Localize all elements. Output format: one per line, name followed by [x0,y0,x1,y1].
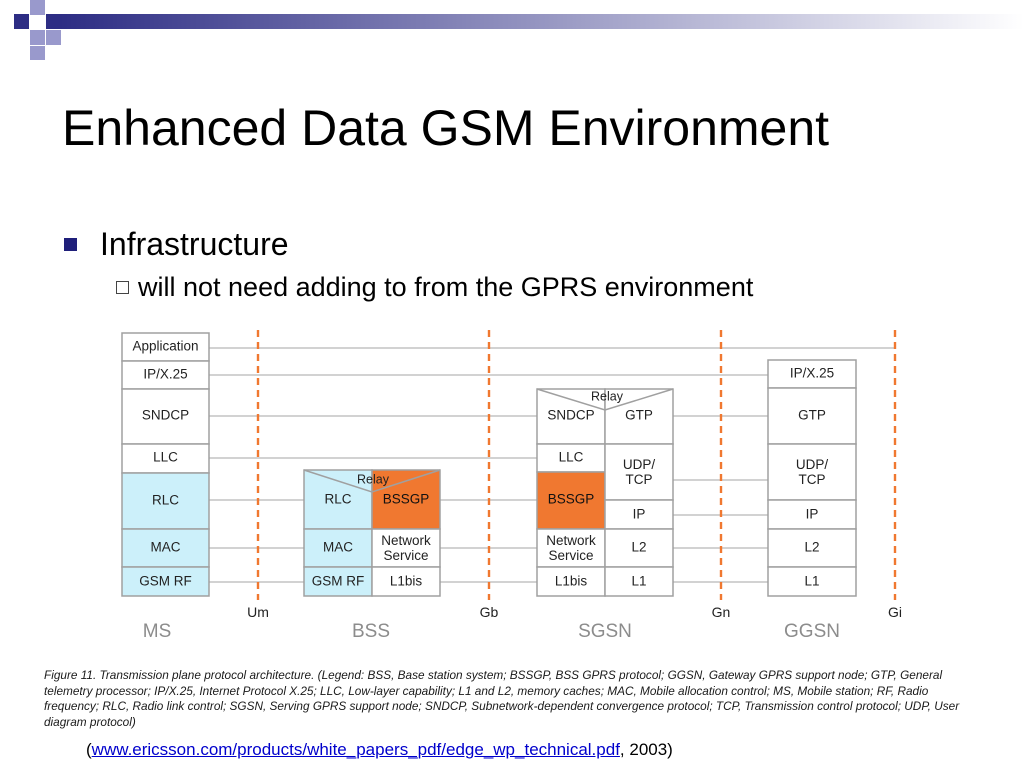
sgsn-ns-line-1: Network [546,533,596,548]
interface-label: Um [247,604,269,620]
bullet-infrastructure: Infrastructure [64,224,289,264]
figure-caption: Figure 11. Transmission plane protocol a… [44,668,960,729]
bullet-square-icon [64,237,77,251]
hollow-square-icon [116,280,129,294]
ms-layer: LLC [153,450,178,465]
sgsn-layer-right: L2 [631,540,646,555]
bss-layer-right: BSSGP [383,492,430,507]
ms-layer: RLC [152,493,179,508]
sgsn-layer-left: L1bis [555,574,588,589]
ggsn-layer: IP/X.25 [790,366,834,381]
bss-stack [303,469,441,597]
sgsn-stack [536,388,674,597]
ggsn-udp-line-2: TCP [799,472,826,487]
sub-bullet: will not need adding to from the GPRS en… [116,270,753,304]
sgsn-layer-left: SNDCP [547,408,594,423]
bullet-text: Infrastructure [100,225,289,262]
gradient-bar [60,14,1024,29]
sgsn-ns-line-2: Service [548,548,593,563]
interface-label: Gb [480,604,499,620]
ggsn-layer: GTP [798,408,826,423]
sub-bullet-text: will not need adding to from the GPRS en… [138,271,754,302]
interface-label: Gn [712,604,731,620]
deco-square-6 [30,46,45,60]
deco-square-2 [30,0,45,15]
ggsn-layer: UDP/TCP [796,457,829,487]
node-label: BSS [352,621,390,642]
slide-title: Enhanced Data GSM Environment [62,100,830,156]
sgsn-udp-line-2: TCP [626,472,653,487]
bss-layer-left: MAC [323,540,353,555]
sgsn-layer-right: UDP/TCP [623,457,656,487]
ms-layer: MAC [151,540,181,555]
source-open-paren: ( [86,740,92,759]
source-link[interactable]: www.ericsson.com/products/white_papers_p… [91,740,620,759]
sgsn-layer-right: IP [633,507,646,522]
node-label: SGSN [578,621,632,642]
ms-layer: IP/X.25 [143,367,187,382]
bss-ns-line-2: Service [383,548,428,563]
node-label: MS [143,621,172,642]
ggsn-layer: IP [806,507,819,522]
ms-layer: Application [132,339,198,354]
sgsn-relay-label: Relay [591,389,624,403]
ms-layer: SNDCP [142,408,189,423]
deco-square-1 [14,14,29,29]
sgsn-layer-left: LLC [559,450,584,465]
sgsn-udp-line-1: UDP/ [623,457,656,472]
ggsn-layer: L2 [804,540,819,555]
sgsn-layer-left: Network Service [546,533,596,563]
source-year: , 2003) [619,740,673,759]
deco-square-4 [30,30,45,45]
ms-stack [121,332,210,597]
title-decoration [14,0,1024,60]
deco-square-5 [46,30,61,45]
sgsn-layer-left: BSSGP [548,492,595,507]
ggsn-stack [767,359,857,597]
bss-layer-left: RLC [324,492,351,507]
ms-layer: GSM RF [139,574,192,589]
ggsn-udp-line-1: UDP/ [796,457,829,472]
interface-label: Gi [888,604,902,620]
ggsn-layer: L1 [804,574,819,589]
protocol-architecture-diagram: Application IP/X.25 SNDCP LLC RLC MAC GS… [121,330,902,642]
bss-layer-left: GSM RF [312,574,365,589]
bss-relay-label: Relay [357,472,390,486]
sgsn-layer-right: L1 [631,574,646,589]
interface-lines [256,330,897,600]
bss-layer-right: L1bis [390,574,423,589]
source-citation: (www.ericsson.com/products/white_papers_… [86,740,673,760]
node-label: GGSN [784,621,840,642]
sgsn-layer-right: GTP [625,408,653,423]
bss-ns-line-1: Network [381,533,431,548]
bss-layer-right: Network Service [381,533,431,563]
deco-square-3 [46,14,61,29]
